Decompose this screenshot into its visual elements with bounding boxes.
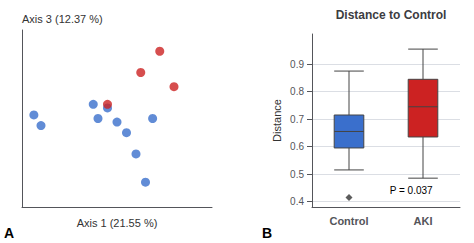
svg-text:Axis 3 (12.37 %): Axis 3 (12.37 %) [22, 13, 103, 25]
svg-text:Distance to Control: Distance to Control [336, 8, 447, 22]
svg-text:Control: Control [329, 215, 368, 227]
svg-text:0.5: 0.5 [290, 169, 304, 180]
svg-text:AKI: AKI [414, 215, 433, 227]
svg-text:0.6: 0.6 [290, 141, 304, 152]
svg-text:Axis 1 (21.55 %): Axis 1 (21.55 %) [77, 217, 158, 229]
svg-text:0.8: 0.8 [290, 86, 304, 97]
svg-text:Distance: Distance [271, 99, 283, 142]
svg-text:P = 0.037: P = 0.037 [390, 185, 433, 196]
svg-text:0.4: 0.4 [290, 196, 304, 207]
svg-text:0.9: 0.9 [290, 59, 304, 70]
svg-text:0.7: 0.7 [290, 114, 304, 125]
svg-text:A: A [4, 225, 14, 241]
svg-text:B: B [262, 225, 272, 241]
